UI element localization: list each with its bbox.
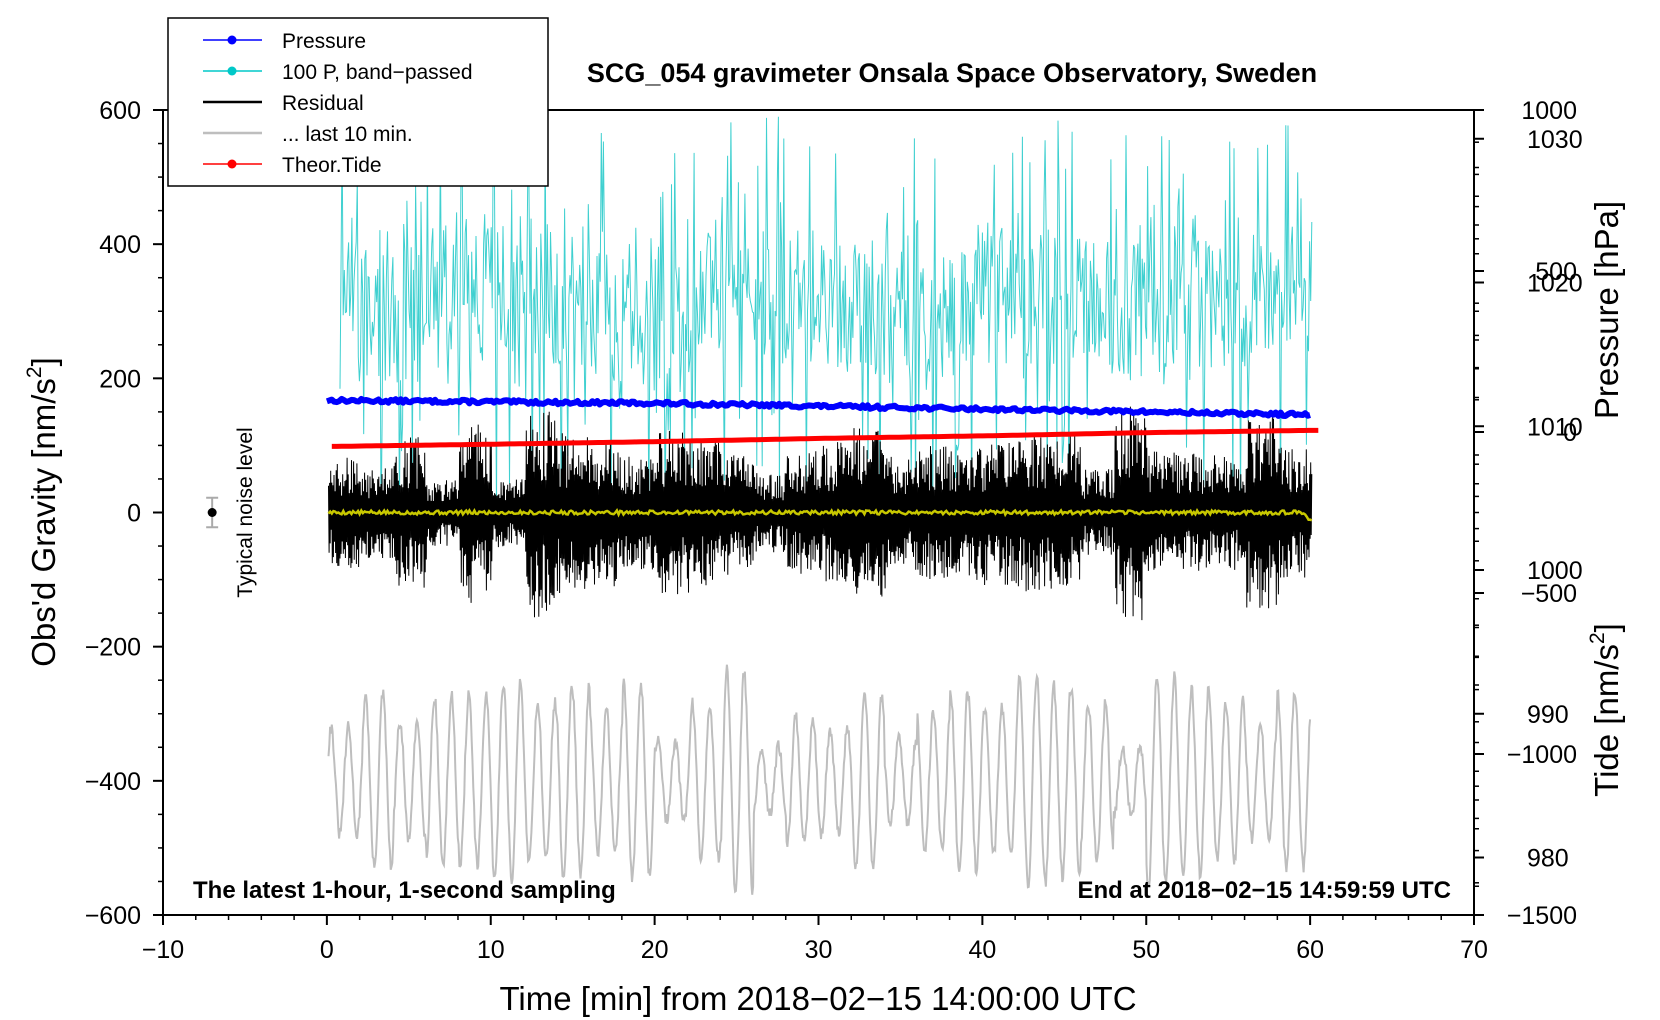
noise-label: Typical noise level bbox=[234, 427, 257, 597]
noise-point bbox=[207, 508, 217, 517]
series-layer bbox=[325, 116, 1319, 895]
y-axis-title-tide: Tide [nm/s2] bbox=[1586, 623, 1625, 797]
x-tick-label: −10 bbox=[142, 936, 184, 964]
pressure-tick-label: 1000 bbox=[1527, 557, 1583, 585]
tide-tick-label: 500 bbox=[1535, 258, 1577, 286]
tide-tick-label: 0 bbox=[1563, 419, 1577, 447]
y-tick-label: −600 bbox=[85, 902, 141, 930]
y-tick-label: −400 bbox=[85, 768, 141, 796]
x-tick-label: 0 bbox=[320, 936, 334, 964]
y-tick-label: 400 bbox=[99, 231, 141, 259]
x-tick-label: 30 bbox=[805, 936, 833, 964]
x-tick-label: 40 bbox=[968, 936, 996, 964]
legend-label: ... last 10 min. bbox=[282, 123, 413, 146]
series-theor-tide bbox=[331, 427, 1319, 449]
legend-marker bbox=[227, 66, 237, 76]
noise-indicator: Typical noise level bbox=[206, 427, 257, 598]
tide-tick-label: −1000 bbox=[1507, 741, 1577, 769]
series-yellow-trace bbox=[327, 507, 1313, 522]
end-time-note: End at 2018−02−15 14:59:59 UTC bbox=[1077, 877, 1451, 904]
legend-label: Pressure bbox=[282, 30, 366, 53]
chart-title: SCG_054 gravimeter Onsala Space Observat… bbox=[587, 58, 1317, 88]
legend-marker bbox=[227, 159, 237, 169]
series-last-10-min bbox=[327, 664, 1312, 895]
sampling-note: The latest 1-hour, 1-second sampling bbox=[193, 877, 616, 904]
legend-label: Residual bbox=[282, 92, 364, 115]
pressure-tick-label: 980 bbox=[1527, 845, 1569, 873]
series-pressure bbox=[325, 395, 1311, 419]
tide-tick-label: −1500 bbox=[1507, 902, 1577, 930]
x-tick-label: 10 bbox=[477, 936, 505, 964]
pressure-tick-label: 990 bbox=[1527, 701, 1569, 729]
tide-tick-label: −500 bbox=[1521, 580, 1577, 608]
legend: Pressure 100 P, band−passed Residual ... la… bbox=[167, 17, 549, 187]
legend-label: 100 P, band−passed bbox=[282, 61, 473, 84]
legend-marker bbox=[227, 35, 237, 45]
pressure-tick-label: 1030 bbox=[1527, 126, 1583, 154]
x-axis-title: Time [min] from 2018−02−15 14:00:00 UTC bbox=[499, 980, 1136, 1017]
ticks-layer: −10 0 10 20 30 40 50 60 706004002000−200−400−600… bbox=[85, 97, 1583, 964]
y-axis-title-pressure: Pressure [hPa] bbox=[1588, 201, 1625, 419]
series-residual bbox=[328, 406, 1313, 621]
series-bandpassed-pressure bbox=[339, 116, 1313, 529]
tide-tick-label: 1000 bbox=[1521, 97, 1577, 125]
y-tick-label: 600 bbox=[99, 97, 141, 125]
y-axis-title-left: Obs'd Gravity [nm/s2] bbox=[23, 357, 62, 667]
x-tick-label: 70 bbox=[1460, 936, 1488, 964]
legend-label: Theor.Tide bbox=[282, 154, 382, 177]
x-tick-label: 20 bbox=[641, 936, 669, 964]
legend-entries: Pressure 100 P, band−passed Residual ... la… bbox=[203, 30, 473, 177]
x-tick-label: 60 bbox=[1296, 936, 1324, 964]
x-tick-label: 50 bbox=[1132, 936, 1160, 964]
pressure-tick-label: 1010 bbox=[1527, 413, 1583, 441]
pressure-tick-label: 1020 bbox=[1527, 270, 1583, 298]
y-tick-label: 0 bbox=[127, 500, 141, 528]
y-tick-label: −200 bbox=[85, 634, 141, 662]
y-tick-label: 200 bbox=[99, 365, 141, 393]
